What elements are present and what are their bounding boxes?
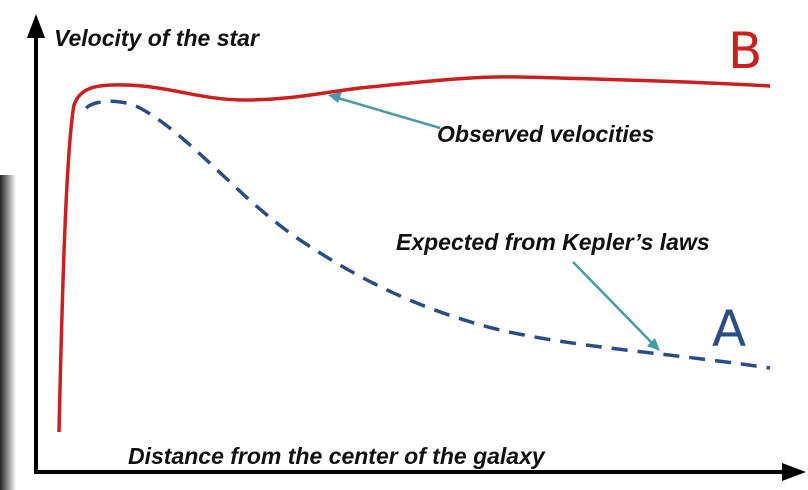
pointer-expected-head <box>647 338 660 351</box>
x-axis-arrow <box>782 463 806 481</box>
pointer-expected <box>572 261 653 344</box>
x-axis-label: Distance from the center of the galaxy <box>128 443 546 469</box>
observed-curve <box>57 75 771 433</box>
curve-b-label: Observed velocities <box>437 121 654 147</box>
y-axis-label: Velocity of the star <box>54 25 260 51</box>
pointer-observed-head <box>328 92 342 103</box>
pointer-observed <box>337 96 441 130</box>
edge-shadow <box>0 175 16 490</box>
y-axis-arrow <box>27 14 45 38</box>
curve-b-letter: B <box>728 22 762 80</box>
expected-curve <box>84 99 771 370</box>
curve-a-label: Expected from Kepler’s laws <box>396 229 710 255</box>
curve-a-letter: A <box>712 300 746 358</box>
